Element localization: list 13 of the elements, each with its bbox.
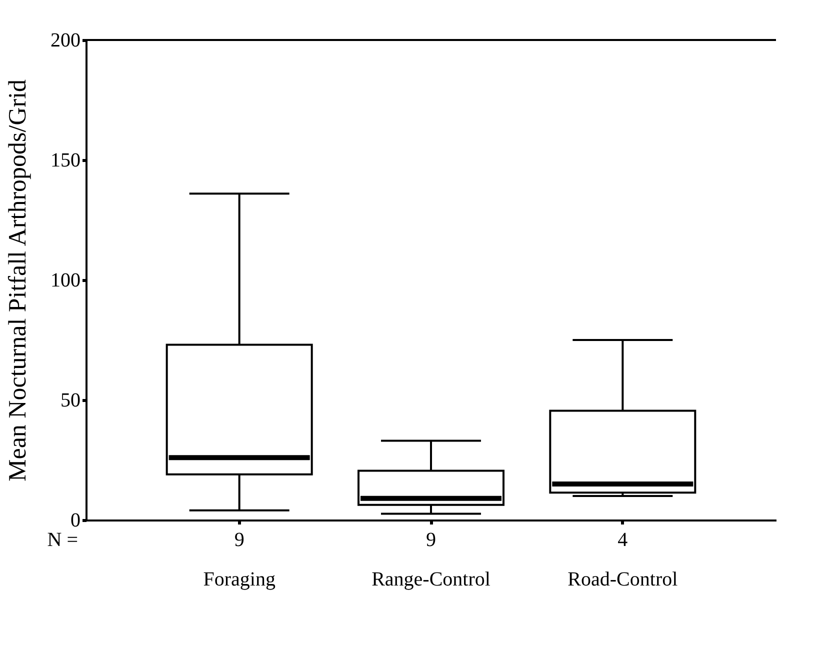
y-tick-label: 0 (70, 510, 80, 532)
text: N = (47, 529, 78, 551)
y-tick-label: 150 (50, 150, 80, 172)
x-tick-label: Range-Control (372, 568, 491, 590)
text: 9 (426, 529, 436, 551)
y-tick-label: 200 (50, 30, 80, 52)
y-axis-title: Mean Nocturnal Pitfall Arthropods/Grid (4, 78, 32, 482)
y-tick-label: 50 (60, 390, 80, 412)
text: 4 (618, 529, 628, 551)
x-tick-label: Road-Control (568, 568, 678, 590)
text: 9 (234, 529, 244, 551)
y-tick-label: 100 (50, 270, 80, 292)
x-tick-label: Foraging (203, 568, 276, 590)
